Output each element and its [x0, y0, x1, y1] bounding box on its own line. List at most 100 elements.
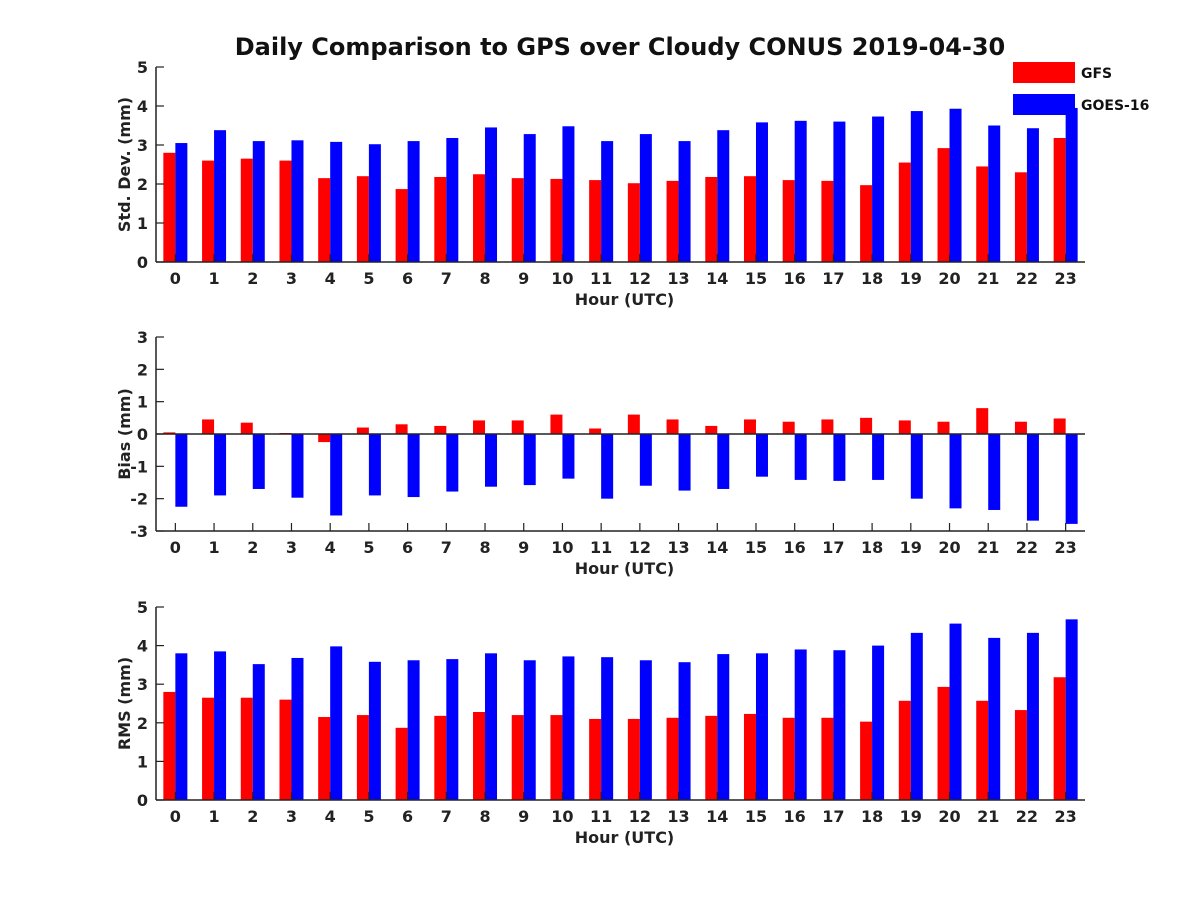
bar-gfs-19: [898, 162, 911, 262]
bar-gfs-8: [473, 174, 486, 262]
bar-gfs-3: [279, 699, 292, 800]
bar-gfs-0: [163, 432, 176, 434]
y-tick-label: 0: [137, 791, 148, 810]
bar-goes-16-22: [1026, 434, 1039, 521]
bar-goes-16-13: [678, 434, 691, 491]
x-tick-label: 5: [363, 269, 374, 288]
x-tick-label: 5: [363, 538, 374, 557]
bar-gfs-14: [705, 715, 718, 800]
bar-gfs-5: [356, 715, 369, 800]
bar-gfs-19: [898, 700, 911, 800]
bar-gfs-15: [743, 176, 756, 262]
y-tick-label: 4: [137, 97, 148, 116]
bar-goes-16-11: [601, 657, 614, 800]
bar-goes-16-8: [485, 127, 498, 262]
x-tick-label: 10: [551, 538, 573, 557]
x-tick-label: 9: [518, 807, 529, 826]
bar-gfs-0: [163, 691, 176, 800]
x-tick-label: 19: [900, 807, 922, 826]
bar-goes-16-5: [368, 434, 381, 496]
bar-goes-16-14: [717, 654, 730, 800]
bar-goes-16-1: [214, 434, 227, 496]
x-tick-label: 11: [590, 807, 612, 826]
x-tick-label: 15: [745, 538, 767, 557]
bar-gfs-1: [202, 160, 215, 262]
bar-gfs-18: [860, 417, 873, 434]
x-tick-label: 4: [325, 538, 336, 557]
bar-gfs-22: [1014, 172, 1027, 262]
bar-goes-16-3: [291, 434, 304, 498]
bar-gfs-23: [1053, 137, 1066, 262]
bar-goes-16-18: [872, 116, 885, 262]
x-tick-label: 8: [479, 807, 490, 826]
x-tick-label: 20: [938, 269, 960, 288]
x-tick-label: 22: [1016, 269, 1038, 288]
bar-goes-16-16: [794, 434, 807, 480]
bar-goes-16-17: [833, 434, 846, 481]
x-tick-label: 13: [667, 807, 689, 826]
bar-goes-16-22: [1026, 128, 1039, 262]
bar-goes-16-1: [214, 130, 227, 262]
bar-gfs-0: [163, 152, 176, 262]
x-tick-label: 3: [286, 538, 297, 557]
x-tick-label: 9: [518, 538, 529, 557]
y-tick-label: 2: [137, 175, 148, 194]
bar-goes-16-11: [601, 141, 614, 262]
bar-gfs-13: [666, 180, 679, 262]
x-tick-label: 15: [745, 269, 767, 288]
bar-gfs-9: [511, 178, 524, 262]
bar-goes-16-15: [755, 434, 768, 477]
x-tick-label: 1: [208, 538, 219, 557]
x-tick-label: 18: [861, 807, 883, 826]
bar-gfs-8: [473, 711, 486, 800]
x-tick-label: 2: [247, 538, 258, 557]
bar-gfs-1: [202, 419, 215, 434]
bar-goes-16-4: [330, 141, 343, 262]
bar-goes-16-7: [446, 434, 459, 492]
bar-gfs-13: [666, 419, 679, 434]
bar-goes-16-0: [175, 434, 188, 507]
bar-goes-16-12: [639, 434, 652, 486]
bar-gfs-10: [550, 178, 563, 262]
bar-gfs-1: [202, 697, 215, 800]
bar-gfs-16: [782, 180, 795, 262]
x-axis-label: Hour (UTC): [575, 290, 675, 309]
x-tick-label: 21: [977, 807, 999, 826]
x-tick-label: 18: [861, 538, 883, 557]
y-tick-label: 5: [137, 58, 148, 77]
x-tick-label: 16: [784, 269, 806, 288]
x-tick-label: 14: [706, 807, 728, 826]
bar-goes-16-7: [446, 137, 459, 262]
bar-goes-16-19: [910, 111, 923, 262]
bar-gfs-15: [743, 713, 756, 800]
x-tick-label: 22: [1016, 538, 1038, 557]
bar-gfs-10: [550, 715, 563, 800]
bar-goes-16-19: [910, 632, 923, 800]
bar-goes-16-5: [368, 144, 381, 262]
y-tick-label: -2: [130, 490, 148, 509]
y-axis-label: Bias (mm): [115, 388, 134, 480]
bar-goes-16-16: [794, 649, 807, 800]
bar-gfs-14: [705, 425, 718, 434]
bar-goes-16-10: [562, 434, 575, 479]
bar-gfs-7: [434, 425, 447, 434]
bar-goes-16-8: [485, 653, 498, 800]
bar-gfs-20: [937, 686, 950, 800]
bar-gfs-3: [279, 160, 292, 262]
bar-goes-16-14: [717, 130, 730, 262]
x-tick-label: 23: [1055, 807, 1077, 826]
y-tick-label: -3: [130, 522, 148, 541]
bar-goes-16-2: [252, 141, 265, 262]
x-tick-label: 11: [590, 269, 612, 288]
bar-goes-16-5: [368, 661, 381, 800]
bar-gfs-5: [356, 427, 369, 434]
x-tick-label: 6: [402, 538, 413, 557]
x-tick-label: 21: [977, 538, 999, 557]
x-tick-label: 16: [784, 538, 806, 557]
bar-goes-16-6: [407, 660, 420, 800]
x-axis-label: Hour (UTC): [575, 828, 675, 847]
bar-goes-16-12: [639, 660, 652, 800]
y-tick-label: 0: [137, 425, 148, 444]
bar-gfs-18: [860, 721, 873, 800]
